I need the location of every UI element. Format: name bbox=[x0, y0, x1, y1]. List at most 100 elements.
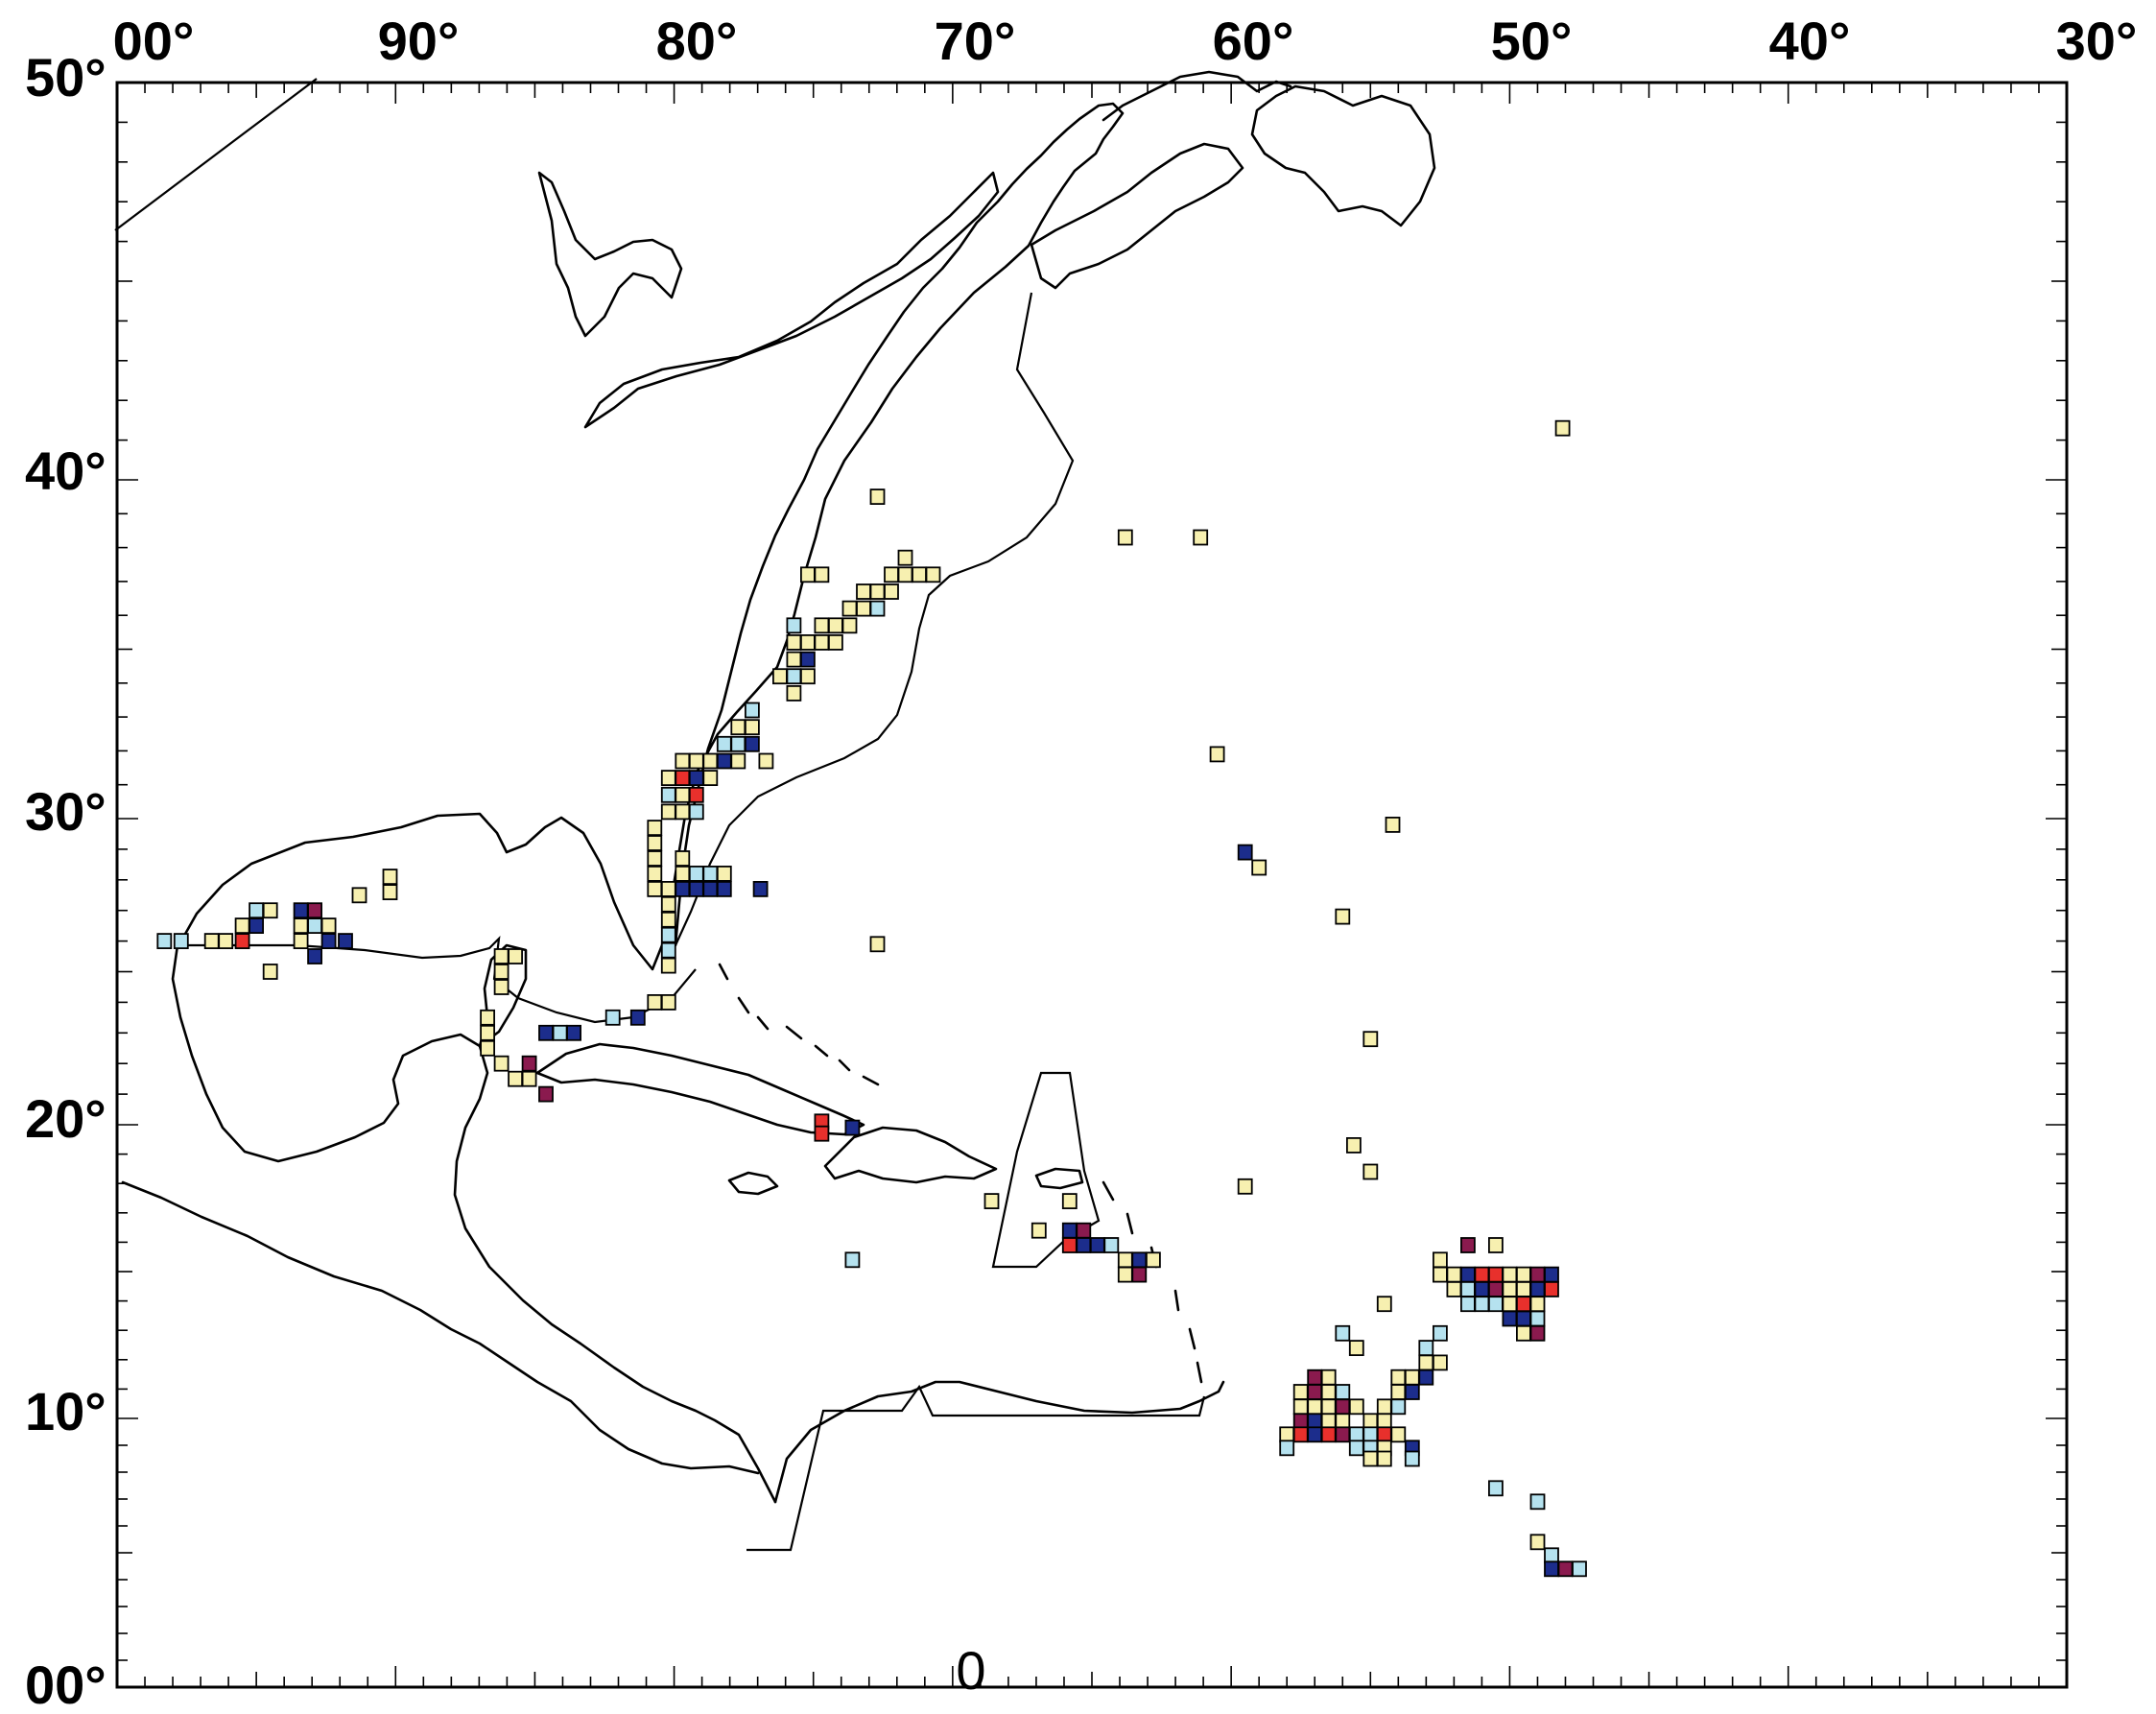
grid-cell-dark-blue bbox=[1089, 1237, 1105, 1253]
caribbean-south-boundary bbox=[746, 1384, 1206, 1552]
puerto-rico-boundary bbox=[991, 1071, 1101, 1269]
yucatan-coastline bbox=[478, 943, 528, 1048]
grid-cell-pale-yellow bbox=[1117, 1251, 1133, 1269]
grid-cell-pale-yellow bbox=[814, 617, 830, 634]
grid-cell-pale-yellow bbox=[1433, 1266, 1448, 1283]
grid-cell-pale-yellow bbox=[1529, 1534, 1546, 1551]
grid-cell-red bbox=[814, 1125, 830, 1142]
grid-cell-light-blue bbox=[1460, 1296, 1476, 1313]
grid-cell-pale-yellow bbox=[1376, 1413, 1392, 1430]
grid-cell-pale-yellow bbox=[1348, 1340, 1364, 1356]
grid-cell-light-blue bbox=[745, 702, 760, 719]
grid-cell-purple bbox=[1076, 1222, 1092, 1239]
grid-cell-pale-yellow bbox=[1335, 908, 1351, 925]
lon-label-50: 50° bbox=[1491, 11, 1573, 71]
lon-label-100: 00° bbox=[113, 11, 195, 71]
jamaica-coastline bbox=[727, 1171, 779, 1196]
grid-cell-pale-yellow bbox=[800, 668, 816, 685]
grid-cell-pale-yellow bbox=[912, 566, 927, 583]
grid-cell-purple bbox=[307, 902, 323, 919]
grid-cell-pale-yellow bbox=[1362, 1413, 1379, 1430]
grid-cell-pale-yellow bbox=[293, 917, 309, 934]
grid-cell-pale-yellow bbox=[800, 566, 816, 583]
bahamas-coastline bbox=[718, 963, 880, 1086]
lon-label-30: 30° bbox=[2056, 11, 2138, 71]
grid-cell-light-blue bbox=[1348, 1426, 1364, 1443]
grid-cell-dark-blue bbox=[688, 881, 704, 897]
grid-cell-dark-blue bbox=[249, 917, 265, 934]
grid-cell-light-blue bbox=[1362, 1426, 1379, 1443]
grid-cell-pale-yellow bbox=[647, 850, 663, 867]
grid-cell-pale-yellow bbox=[660, 994, 676, 1011]
grid-cell-dark-blue bbox=[1131, 1251, 1148, 1269]
grid-cell-dark-blue bbox=[538, 1024, 554, 1041]
grid-cell-pale-yellow bbox=[897, 566, 913, 583]
grid-cell-pale-yellow bbox=[1418, 1354, 1434, 1371]
axis-ticks bbox=[116, 82, 2068, 1688]
grid-cell-pale-yellow bbox=[1488, 1237, 1504, 1253]
grid-cell-purple bbox=[1557, 1560, 1574, 1578]
north-america-coastline bbox=[176, 102, 1125, 971]
grid-cell-dark-blue bbox=[1418, 1369, 1434, 1386]
grid-cell-pale-yellow bbox=[786, 634, 802, 651]
grid-cell-pale-yellow bbox=[1031, 1222, 1047, 1239]
grid-cell-light-blue bbox=[844, 1251, 861, 1269]
grid-cell-pale-yellow bbox=[1061, 1193, 1078, 1209]
grid-cell-pale-yellow bbox=[675, 866, 691, 882]
grid-cell-pale-yellow bbox=[1320, 1369, 1337, 1386]
grid-cell-pale-yellow bbox=[702, 752, 719, 770]
grid-cell-pale-yellow bbox=[814, 566, 830, 583]
grid-cell-purple bbox=[521, 1055, 537, 1072]
grid-cell-light-blue bbox=[249, 902, 265, 919]
grid-cell-pale-yellow bbox=[647, 881, 663, 897]
grid-cell-pale-yellow bbox=[1279, 1426, 1295, 1443]
grid-cell-pale-yellow bbox=[351, 887, 367, 904]
grid-cell-dark-blue bbox=[629, 1009, 646, 1026]
grid-cell-pale-yellow bbox=[897, 549, 913, 566]
boundary-lines bbox=[114, 78, 1206, 1552]
grid-cell-light-blue bbox=[869, 600, 886, 617]
grid-cell-pale-yellow bbox=[716, 866, 732, 882]
grid-cell-pale-yellow bbox=[730, 719, 746, 736]
grid-cell-red bbox=[1544, 1281, 1559, 1297]
grid-cell-purple bbox=[1292, 1413, 1309, 1430]
grid-cell-light-blue bbox=[1544, 1547, 1559, 1564]
grid-cell-pale-yellow bbox=[1376, 1296, 1392, 1313]
grid-cell-pale-yellow bbox=[480, 1009, 496, 1026]
grid-cell-purple bbox=[1335, 1426, 1351, 1443]
grid-cell-pale-yellow bbox=[1433, 1354, 1448, 1371]
grid-cell-purple bbox=[1529, 1266, 1546, 1283]
grid-cell-pale-yellow bbox=[1320, 1398, 1337, 1416]
gulf-boundary bbox=[178, 935, 697, 1024]
grid-cell-pale-yellow bbox=[856, 583, 871, 600]
grid-cell-purple bbox=[538, 1085, 554, 1103]
grid-cell-light-blue bbox=[1335, 1324, 1351, 1342]
eez-east-coast-boundary bbox=[674, 292, 1075, 946]
grid-cell-red bbox=[1474, 1266, 1490, 1283]
grid-cell-red bbox=[1061, 1237, 1078, 1253]
grid-cell-pale-yellow bbox=[1146, 1251, 1161, 1269]
grid-cell-pale-yellow bbox=[814, 634, 830, 651]
grid-cell-red bbox=[675, 770, 691, 786]
grid-cell-pale-yellow bbox=[218, 933, 234, 949]
grid-cell-pale-yellow bbox=[660, 881, 676, 897]
grid-cell-pale-yellow bbox=[1335, 1413, 1351, 1430]
grid-cell-pale-yellow bbox=[786, 685, 802, 702]
grid-cell-dark-blue bbox=[1502, 1310, 1518, 1327]
grid-cell-pale-yellow bbox=[884, 566, 899, 583]
grid-cell-pale-yellow bbox=[1251, 859, 1268, 876]
grid-cell-pale-yellow bbox=[1320, 1413, 1337, 1430]
grid-cell-dark-blue bbox=[716, 881, 732, 897]
grid-cell-pale-yellow bbox=[493, 979, 509, 995]
grid-cell-dark-blue bbox=[1544, 1560, 1559, 1578]
grid-cell-pale-yellow bbox=[1376, 1398, 1392, 1416]
grid-cell-pale-yellow bbox=[1362, 1450, 1379, 1467]
grid-cell-pale-yellow bbox=[1348, 1398, 1364, 1416]
lon-label-40: 40° bbox=[1769, 11, 1851, 71]
grid-cell-pale-yellow bbox=[1390, 1384, 1407, 1400]
lat-label-50: 50° bbox=[25, 47, 107, 107]
longitude-labels: 00° 90° 80° 70° 60° 50° 40° 30° bbox=[113, 11, 2138, 71]
grid-cell-pale-yellow bbox=[786, 651, 802, 668]
grid-cell-dark-blue bbox=[688, 770, 704, 786]
grid-cell-pale-yellow bbox=[675, 803, 691, 821]
